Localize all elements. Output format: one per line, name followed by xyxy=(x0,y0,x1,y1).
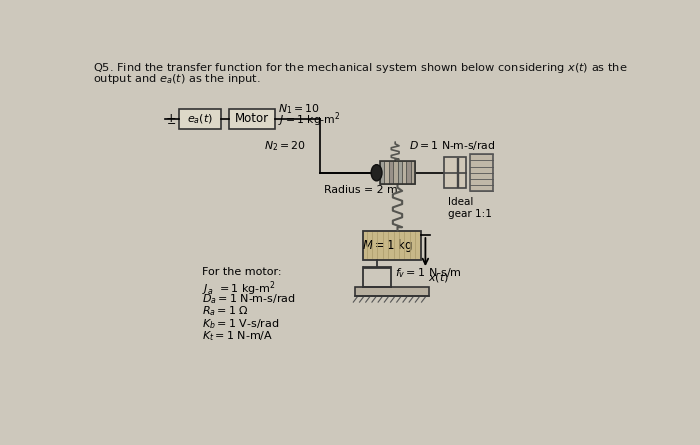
Bar xyxy=(355,287,428,296)
Text: $K_b = 1$ V-s/rad: $K_b = 1$ V-s/rad xyxy=(202,317,280,331)
Bar xyxy=(179,109,220,129)
Text: For the motor:: For the motor: xyxy=(202,267,281,278)
Bar xyxy=(407,161,411,184)
Text: $x(t)$: $x(t)$ xyxy=(428,271,449,283)
Bar xyxy=(384,161,388,184)
Bar xyxy=(389,161,393,184)
Bar xyxy=(393,161,398,184)
Text: Q5. Find the transfer function for the mechanical system shown below considering: Q5. Find the transfer function for the m… xyxy=(93,61,628,75)
Bar xyxy=(379,161,384,184)
Text: Motor: Motor xyxy=(234,112,269,125)
Bar xyxy=(470,154,493,191)
Text: $J_a\;\, = 1$ kg-m$^2$: $J_a\;\, = 1$ kg-m$^2$ xyxy=(202,280,276,299)
Text: $J = 1$ kg-m$^2$: $J = 1$ kg-m$^2$ xyxy=(278,110,340,129)
Bar xyxy=(379,161,415,184)
Bar xyxy=(228,109,275,129)
Text: $D_a = 1$ N-m-s/rad: $D_a = 1$ N-m-s/rad xyxy=(202,292,296,306)
Text: $M = 1$ kg: $M = 1$ kg xyxy=(363,237,413,254)
Text: $N_2 = 20$: $N_2 = 20$ xyxy=(264,139,306,153)
Text: $R_a = 1\;\Omega$: $R_a = 1\;\Omega$ xyxy=(202,304,248,318)
Text: $-$: $-$ xyxy=(166,117,176,127)
Bar xyxy=(398,161,402,184)
Text: Radius = 2 m: Radius = 2 m xyxy=(324,185,398,195)
Bar xyxy=(363,231,421,260)
Ellipse shape xyxy=(371,165,382,181)
Text: Ideal
gear 1:1: Ideal gear 1:1 xyxy=(448,198,491,219)
Text: $e_a(t)$: $e_a(t)$ xyxy=(187,112,213,125)
Text: +: + xyxy=(166,112,176,125)
Text: $f_v = 1$ N-s/m: $f_v = 1$ N-s/m xyxy=(395,267,462,280)
Text: $D = 1$ N-m-s/rad: $D = 1$ N-m-s/rad xyxy=(409,139,496,152)
Bar xyxy=(444,158,466,188)
Bar xyxy=(402,161,407,184)
Text: output and $e_a(t)$ as the input.: output and $e_a(t)$ as the input. xyxy=(93,72,260,86)
Text: $N_1 = 10$: $N_1 = 10$ xyxy=(278,102,320,116)
Bar xyxy=(411,161,415,184)
Text: $K_t = 1$ N-m/A: $K_t = 1$ N-m/A xyxy=(202,329,273,343)
